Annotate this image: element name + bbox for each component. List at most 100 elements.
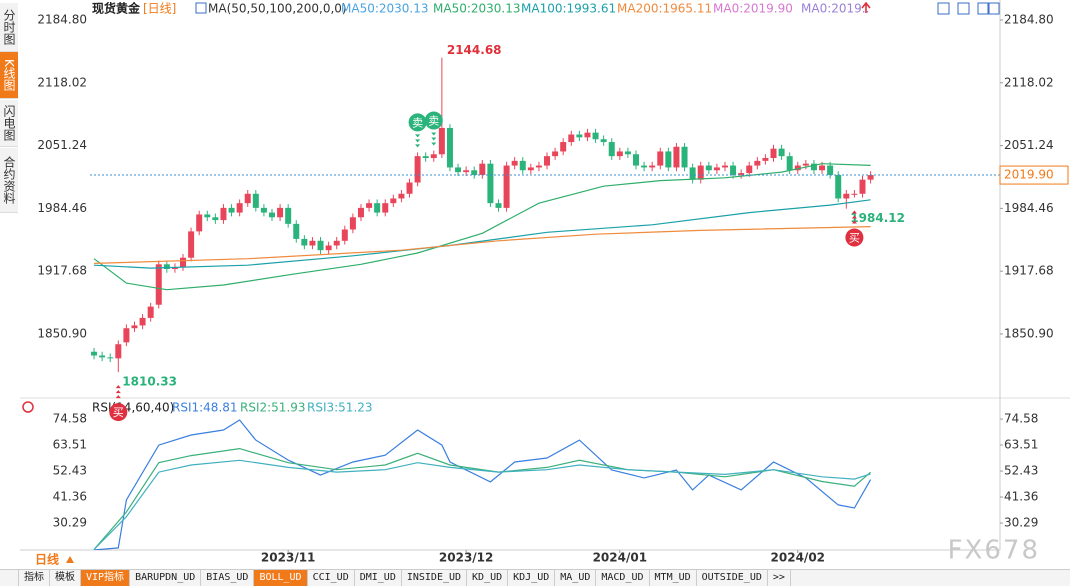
candle-body [430,154,437,159]
indicator-tab[interactable]: INSIDE_UD [402,570,468,586]
signal-label: 买 [849,232,860,245]
candle-body [608,142,615,157]
candle-body [673,146,680,168]
candle-body [446,127,453,168]
current-price-box [999,165,1069,185]
candle-body [115,344,122,359]
indicator-tab[interactable]: MA_UD [555,570,597,586]
indicator-tab[interactable]: BIAS_UD [201,570,255,586]
signal-badge [424,111,443,130]
indicator-tab[interactable]: OUTSIDE_UD [697,570,768,586]
settings-icon[interactable] [22,401,34,413]
scroll-icon[interactable] [861,1,871,13]
signal-arrow [415,139,421,143]
candle-body [325,245,332,251]
signal-arrow [851,220,857,224]
indicator-tab[interactable]: 模板 [50,570,81,586]
period-arrow[interactable] [66,556,74,563]
candle-body [738,173,745,175]
watermark: FX678 [948,536,1040,566]
candle-body [495,203,502,208]
indicator-tab[interactable]: DMI_UD [355,570,402,586]
candle-body [544,156,551,166]
candle-body [260,207,267,213]
y-tick-label: 1850.90 [37,326,87,340]
signal-label: 买 [113,406,124,419]
indicator-tab[interactable]: BARUPDN_UD [130,570,202,586]
icon[interactable] [937,2,950,15]
y-tick-label: 52.43 [1004,464,1038,478]
icon[interactable] [987,2,1000,15]
y-tick-label: 1917.68 [1004,264,1054,278]
candle-body [163,264,170,269]
legend-item: MA100:1993.61 [521,2,616,16]
indicator-tab[interactable]: BOLL_UD [254,570,308,586]
y-tick-label: 74.58 [1004,412,1038,426]
candle-body [91,351,98,356]
indicator-tab[interactable]: VIP指标 [81,570,131,586]
y-tick-label: 63.51 [1004,438,1038,452]
rsi-title: RSI(14,60,40) [92,401,174,415]
chart: 现货黄金 [日线] MA(50,50,100,200,0,0) RSI(14,6… [20,0,1070,567]
candle-body [357,207,364,218]
indicator-tab[interactable]: MACD_UD [596,570,650,586]
legend-item: MA50:2030.13 [433,2,521,16]
signal-arrow [115,385,121,389]
candle-body [196,214,203,232]
indicator-tab[interactable]: MTM_UD [650,570,697,586]
icon[interactable] [957,2,970,15]
indicator-icon[interactable] [195,2,207,14]
y-tick-label: 30.29 [53,516,87,530]
legend-item: MA0:2019.90 [713,2,793,16]
candle-body [309,240,316,246]
x-tick-label: 2024/02 [771,551,825,565]
signal-arrow [431,142,437,146]
sidebar-tab[interactable]: 闪电图 [0,100,18,147]
period-label: [日线] [143,2,176,16]
candle-body [277,207,284,218]
sidebar-tab[interactable]: 分时图 [0,3,18,52]
series-line [93,419,872,550]
indicator-tab[interactable]: 指标 [19,570,50,586]
signal-badge [408,113,427,132]
candle-body [139,317,146,326]
candle-body [649,165,656,168]
indicator-tab[interactable]: KD_UD [467,570,509,586]
candle-body [180,257,187,268]
candle-body [657,151,664,166]
y-tick-label: 2051.24 [37,138,87,152]
y-tick-label: 1917.68 [37,264,87,278]
signal-arrow [115,395,121,399]
candle-body [843,193,850,199]
period-switch[interactable]: 日线 [35,552,59,567]
indicator-bar: 指标 模板 VIP指标 BARUPDN_UD BIAS_UD BOLL_UD CCI_UD D… [0,569,1070,586]
candle-body [794,165,801,171]
series-line [93,447,871,550]
candle-body [301,238,308,246]
y-tick-label: 1850.90 [1004,326,1054,340]
candle-body [665,151,672,168]
y-tick-label: 2118.02 [1004,75,1054,89]
candle-body [131,325,138,329]
candle-body [560,142,567,152]
icon[interactable] [977,2,990,15]
legend-item: MA200:1965.11 [617,2,712,16]
candle-body [317,240,324,251]
candle-body [212,217,219,221]
sidebar-tab[interactable]: 合约资料 [0,148,18,213]
candle-body [535,165,542,168]
candle-body [349,217,356,230]
y-tick-label: 1984.46 [37,201,87,215]
indicator-tab[interactable]: >> [768,570,791,586]
series-line [93,163,871,291]
candle-body [438,127,445,155]
y-tick-label: 30.29 [1004,516,1038,530]
candle-body [770,148,777,159]
indicator-tab[interactable]: KDJ_UD [508,570,556,586]
candle-body [236,203,243,213]
sidebar-tab[interactable]: K线图 [0,52,18,99]
indicator-tab[interactable]: CCI_UD [308,570,355,586]
candle-body [721,165,728,168]
candle-body [624,151,631,155]
candle-body [527,167,534,171]
